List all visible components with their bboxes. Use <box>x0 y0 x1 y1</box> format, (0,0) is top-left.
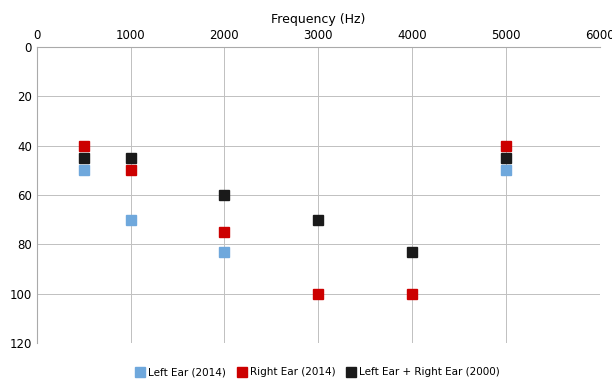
Right Ear (2014) <box>221 230 228 234</box>
Right Ear (2014) <box>502 143 510 148</box>
Right Ear (2014) <box>315 291 322 296</box>
Right Ear (2014) <box>127 168 134 173</box>
Left Ear (2014) <box>80 168 88 173</box>
Line: Left Ear (2014): Left Ear (2014) <box>79 165 511 257</box>
Left Ear (2014) <box>127 217 134 222</box>
Right Ear (2014) <box>408 291 416 296</box>
Left Ear (2014) <box>502 168 510 173</box>
Legend: Left Ear (2014), Right Ear (2014), Left Ear + Right Ear (2000): Left Ear (2014), Right Ear (2014), Left … <box>132 363 504 381</box>
Left Ear + Right Ear (2000) <box>502 156 510 160</box>
Line: Left Ear + Right Ear (2000): Left Ear + Right Ear (2000) <box>79 153 511 257</box>
X-axis label: Frequency (Hz): Frequency (Hz) <box>271 13 365 27</box>
Right Ear (2014) <box>80 143 88 148</box>
Left Ear + Right Ear (2000) <box>315 217 322 222</box>
Line: Right Ear (2014): Right Ear (2014) <box>79 141 511 299</box>
Left Ear + Right Ear (2000) <box>80 156 88 160</box>
Left Ear (2014) <box>221 250 228 254</box>
Left Ear + Right Ear (2000) <box>221 193 228 197</box>
Left Ear + Right Ear (2000) <box>127 156 134 160</box>
Left Ear + Right Ear (2000) <box>408 250 416 254</box>
